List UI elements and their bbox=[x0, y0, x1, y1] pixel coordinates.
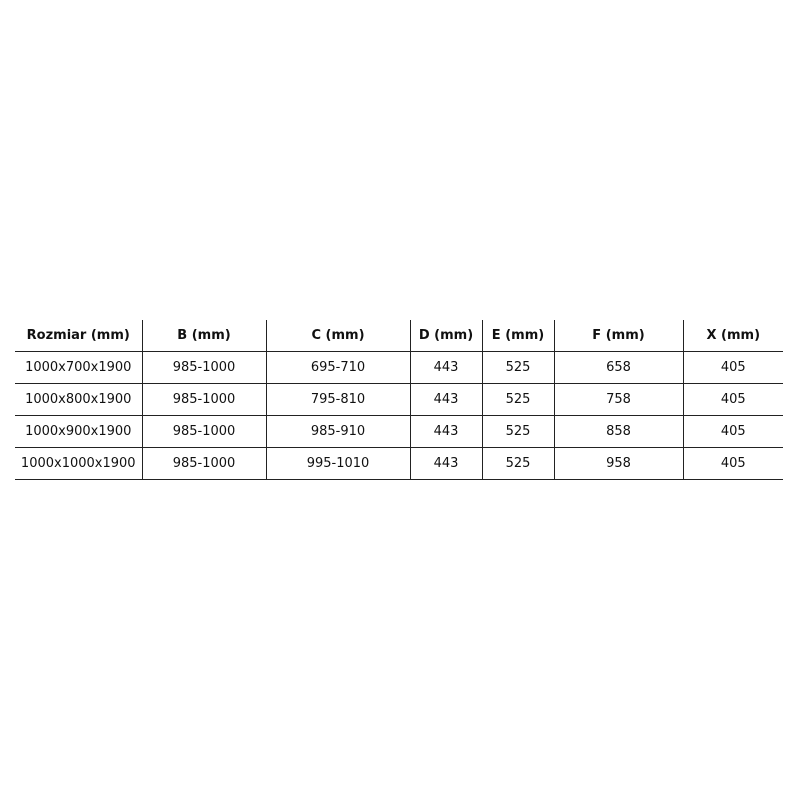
cell-e: 525 bbox=[481, 383, 554, 416]
cell-size: 1000x900x1900 bbox=[15, 415, 142, 448]
cell-e: 525 bbox=[481, 351, 554, 384]
cell-x: 405 bbox=[682, 447, 783, 480]
cell-size: 1000x700x1900 bbox=[15, 351, 142, 384]
cell-x: 405 bbox=[682, 383, 783, 416]
cell-b: 985-1000 bbox=[141, 415, 266, 448]
cell-c: 995-1010 bbox=[265, 447, 410, 480]
cell-f: 858 bbox=[553, 415, 683, 448]
header-x: X (mm) bbox=[682, 320, 783, 352]
cell-f: 658 bbox=[553, 351, 683, 384]
cell-c: 795-810 bbox=[265, 383, 410, 416]
cell-x: 405 bbox=[682, 415, 783, 448]
header-e: E (mm) bbox=[481, 320, 554, 352]
table-row: 1000x1000x1900 985-1000 995-1010 443 525 958 4… bbox=[15, 447, 783, 480]
header-f: F (mm) bbox=[553, 320, 683, 352]
cell-c: 985-910 bbox=[265, 415, 410, 448]
cell-size: 1000x1000x1900 bbox=[15, 447, 142, 480]
table-row: 1000x800x1900 985-1000 795-810 443 525 758 405 bbox=[15, 383, 783, 416]
header-b: B (mm) bbox=[141, 320, 266, 352]
table-row: 1000x900x1900 985-1000 985-910 443 525 858 405 bbox=[15, 415, 783, 448]
header-c: C (mm) bbox=[265, 320, 410, 352]
cell-f: 958 bbox=[553, 447, 683, 480]
header-size: Rozmiar (mm) bbox=[15, 320, 142, 352]
cell-d: 443 bbox=[409, 383, 482, 416]
header-d: D (mm) bbox=[409, 320, 482, 352]
cell-f: 758 bbox=[553, 383, 683, 416]
cell-b: 985-1000 bbox=[141, 351, 266, 384]
cell-b: 985-1000 bbox=[141, 447, 266, 480]
cell-d: 443 bbox=[409, 447, 482, 480]
header-row: Rozmiar (mm) B (mm) C (mm) D (mm) E (mm)… bbox=[15, 320, 783, 352]
dimensions-table: Rozmiar (mm) B (mm) C (mm) D (mm) E (mm)… bbox=[15, 320, 783, 480]
cell-e: 525 bbox=[481, 447, 554, 480]
cell-e: 525 bbox=[481, 415, 554, 448]
cell-c: 695-710 bbox=[265, 351, 410, 384]
cell-b: 985-1000 bbox=[141, 383, 266, 416]
table-row: 1000x700x1900 985-1000 695-710 443 525 658 405 bbox=[15, 351, 783, 384]
cell-d: 443 bbox=[409, 415, 482, 448]
cell-x: 405 bbox=[682, 351, 783, 384]
cell-d: 443 bbox=[409, 351, 482, 384]
cell-size: 1000x800x1900 bbox=[15, 383, 142, 416]
